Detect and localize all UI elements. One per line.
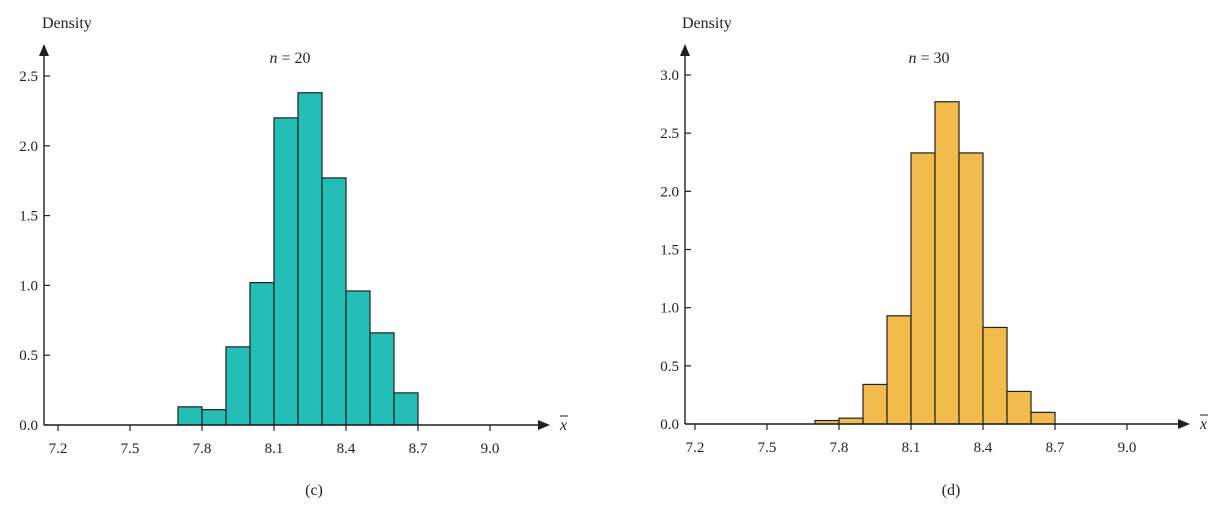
bar-7	[345, 290, 371, 426]
bars	[177, 92, 419, 426]
x-tick-label: 8.4	[974, 440, 993, 456]
chart-title: n = 30	[908, 50, 949, 67]
y-tick-label: 1.5	[660, 243, 679, 259]
bar-9	[1030, 411, 1056, 425]
y-tick-label: 3.0	[660, 68, 679, 84]
y-tick-label: 1.5	[19, 209, 38, 225]
title-equals: =	[277, 50, 294, 67]
title-value: 20	[295, 50, 311, 67]
bar-8	[369, 332, 395, 426]
x-axis-label: x	[559, 417, 567, 434]
bar-6	[958, 152, 984, 425]
y-tick-label: 0.5	[660, 359, 679, 375]
panel-caption: (c)	[305, 482, 323, 499]
bar-1	[201, 409, 227, 426]
panel-caption: (d)	[942, 482, 961, 499]
x-tick-label: 8.1	[265, 441, 284, 457]
x-axis-arrow	[538, 420, 550, 430]
y-axis-label: Density	[42, 15, 92, 32]
bar-2	[862, 383, 888, 425]
bar-1	[838, 417, 864, 425]
bar-9	[393, 392, 419, 426]
y-tick-label: 1.0	[19, 278, 38, 294]
bar-2	[225, 346, 251, 426]
y-axis-arrow	[680, 44, 690, 56]
bar-7	[982, 326, 1008, 425]
y-axis-arrow	[39, 44, 49, 56]
x-tick-label: 9.0	[1118, 440, 1137, 456]
bar-6	[321, 177, 347, 426]
y-tick-label: 2.0	[660, 184, 679, 200]
bars	[814, 101, 1056, 425]
bar-3	[249, 282, 275, 426]
bar-8	[1006, 390, 1032, 425]
histogram-panel-c: 0.0 0.5 1.0 1.5 2.0 2.5 7.2 7.5 7.8 8.1 8.4 8.7 9.0 D…	[19, 15, 568, 499]
chart-title: n = 20	[269, 50, 310, 67]
y-tick-label: 2.0	[19, 139, 38, 155]
bar-4	[273, 117, 299, 426]
x-tick-label: 8.7	[409, 441, 428, 457]
bar-3	[886, 315, 912, 425]
title-variable: n	[269, 50, 277, 67]
y-tick-label: 2.5	[19, 69, 38, 85]
title-equals: =	[916, 50, 933, 67]
y-tick-label: 0.5	[19, 348, 38, 364]
title-variable: n	[908, 50, 916, 67]
bar-4	[910, 152, 936, 425]
x-tick-label: 7.5	[758, 440, 777, 456]
x-tick-label: 9.0	[481, 441, 500, 457]
x-tick-label: 7.2	[49, 441, 68, 457]
y-tick-label: 1.0	[660, 301, 679, 317]
y-axis-label: Density	[682, 15, 732, 32]
bar-5	[934, 101, 960, 425]
x-tick-label: 7.8	[830, 440, 849, 456]
x-axis-arrow	[1178, 419, 1190, 429]
y-tick-label: 0.0	[660, 417, 679, 433]
y-tick-label: 2.5	[660, 126, 679, 142]
x-tick-label: 8.4	[337, 441, 356, 457]
x-tick-label: 7.2	[686, 440, 705, 456]
x-tick-label: 8.1	[902, 440, 921, 456]
histogram-panel-d: 0.0 0.5 1.0 1.5 2.0 2.5 3.0 7.2 7.5 7.8 8.1 8.4 8.7 9…	[660, 15, 1208, 499]
y-tick-label: 0.0	[19, 418, 38, 434]
x-tick-label: 8.7	[1046, 440, 1065, 456]
bar-0	[177, 406, 203, 426]
bar-5	[297, 92, 323, 426]
x-axis-label: x	[1199, 416, 1207, 433]
x-tick-label: 7.5	[121, 441, 140, 457]
title-value: 30	[934, 50, 950, 67]
x-tick-label: 7.8	[193, 441, 212, 457]
